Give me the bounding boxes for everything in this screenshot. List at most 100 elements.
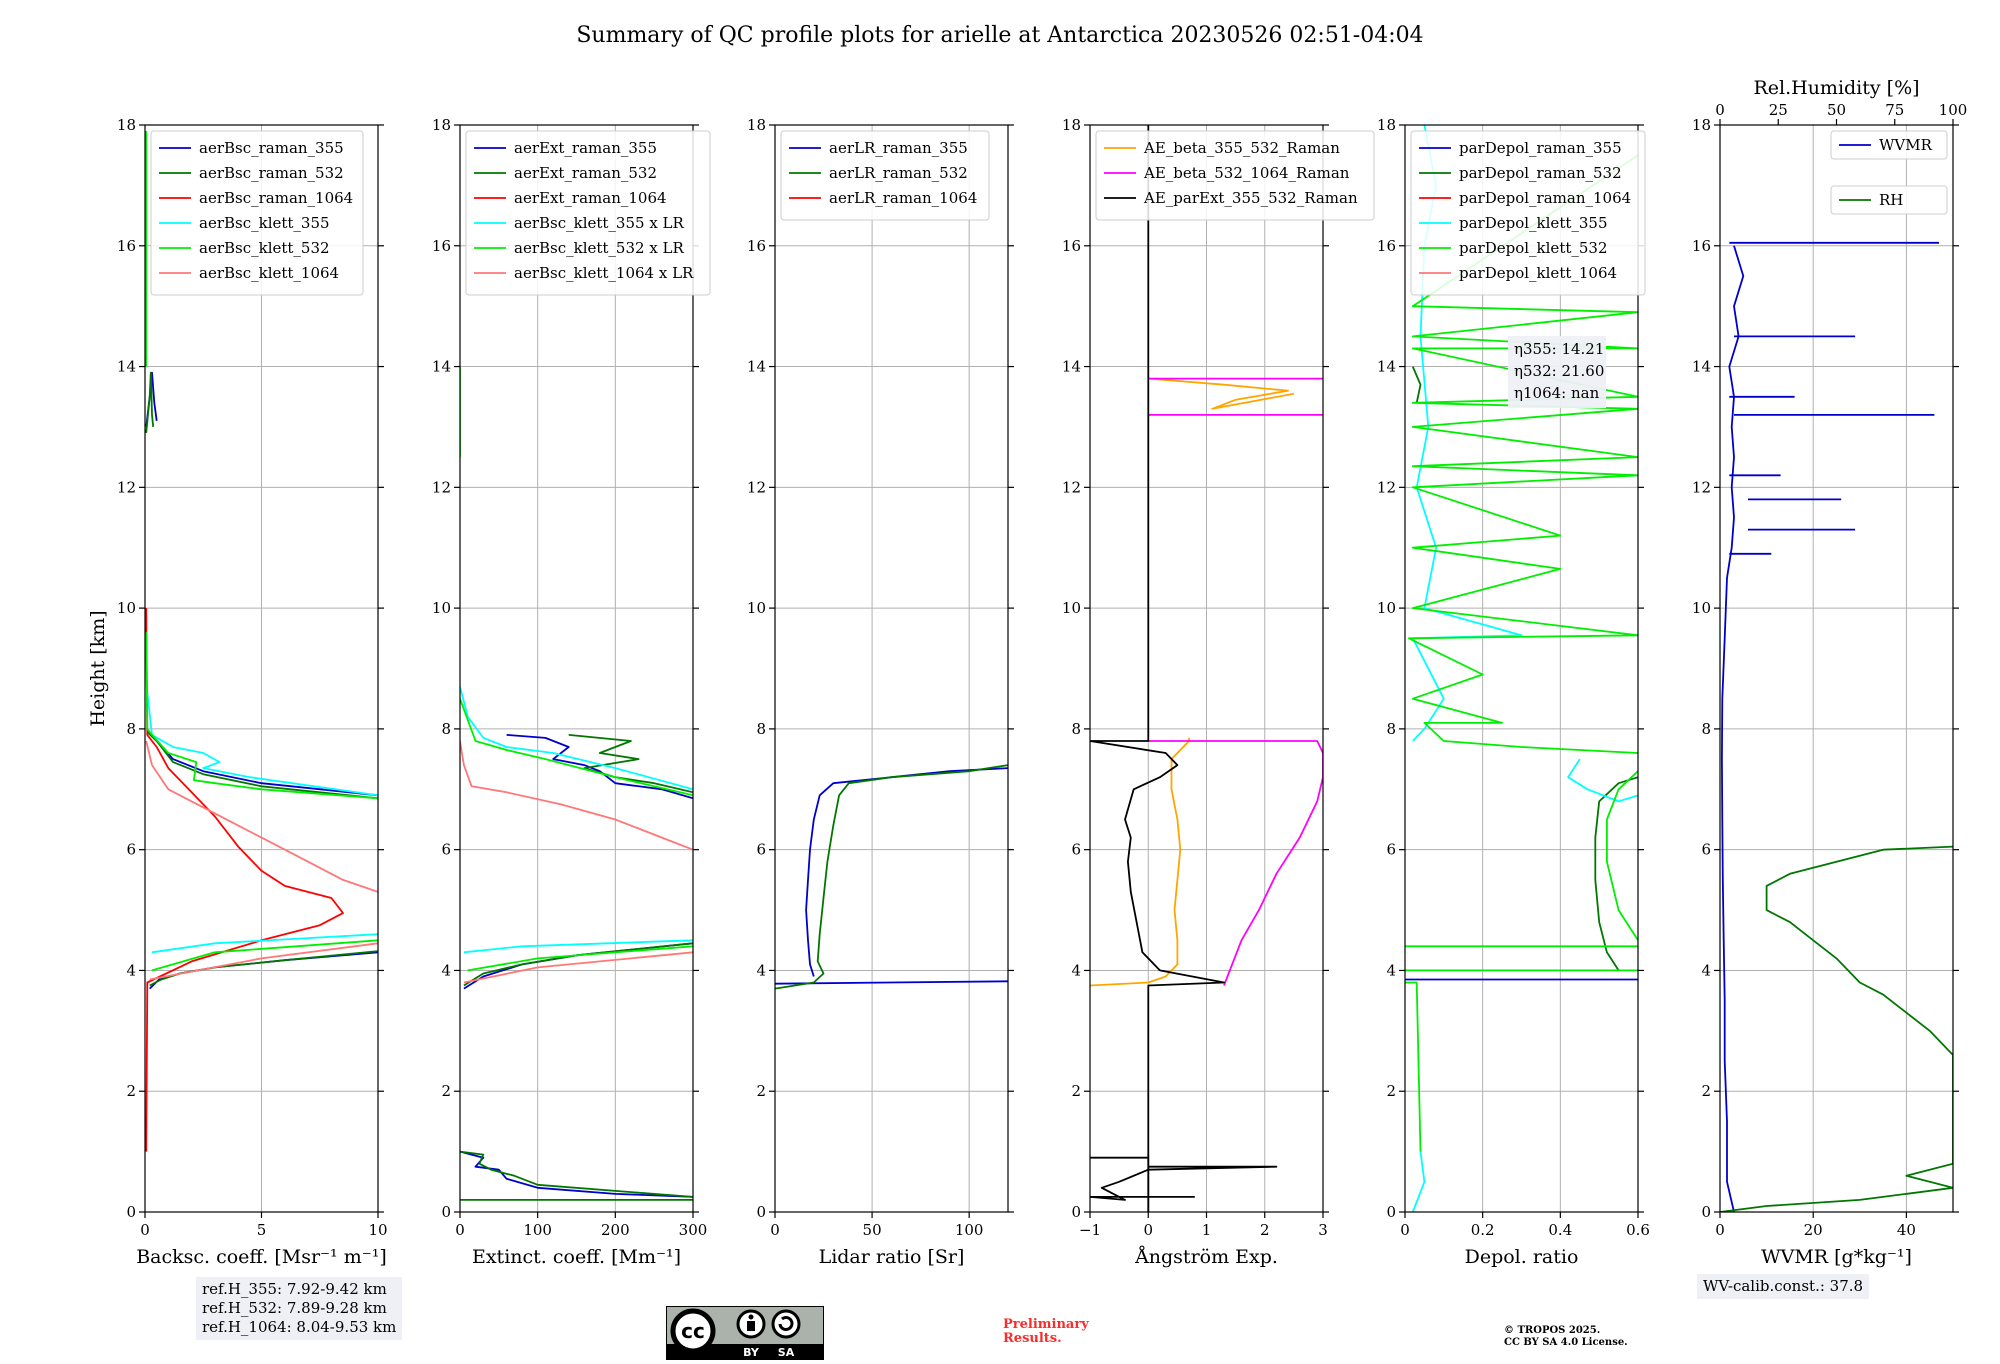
legend-label: aerLR_raman_355 [829, 139, 968, 157]
refh-355-text: ref.H_355: 7.92-9.42 km [202, 1280, 387, 1298]
y-axis-label: Height [km] [87, 610, 109, 726]
preliminary-note: Preliminary Results. [1003, 1318, 1089, 1346]
series-line-parDepol_klett_532 [1405, 154, 1638, 1152]
panel-3: 0 2 4 6 8 10 12 14 16 18 0 50 100 Lidar ratio [Sr] aer… [747, 116, 1014, 1268]
series-group [460, 366, 693, 1201]
series-line-aerBsc_klett_532 [145, 131, 378, 972]
legend-label: aerBsc_klett_1064 [199, 264, 339, 282]
y-tick-label: 14 [117, 358, 136, 376]
legend-label: parDepol_raman_1064 [1459, 189, 1631, 207]
x-tick-label: 20 [1804, 1221, 1823, 1239]
y-tick-label: 4 [126, 961, 136, 979]
y-tick-label: 2 [126, 1082, 136, 1100]
legend-label: parDepol_klett_355 [1459, 214, 1608, 232]
wv-calib-text: WV-calib.const.: 37.8 [1703, 1277, 1864, 1295]
series-line-aerBsc_klett_532 x LR [460, 366, 693, 972]
y-tick-label: 14 [432, 358, 451, 376]
legend-label: aerBsc_raman_532 [199, 164, 344, 182]
legend-label: aerBsc_raman_355 [199, 139, 344, 157]
legend-label: WVMR [1879, 136, 1933, 154]
x-axis-label: Lidar ratio [Sr] [819, 1246, 965, 1268]
panel-5: 0 2 4 6 8 10 12 14 16 18 0 0.2 0.4 0.6 Depol. ratio par… [1377, 116, 1650, 1268]
y-tick-label: 14 [1062, 358, 1081, 376]
y-tick-label: 18 [747, 116, 766, 134]
x2-tick-label: 25 [1769, 101, 1788, 119]
y-tick-label: 16 [432, 237, 451, 255]
x-axis-label: WVMR [g*kg⁻¹] [1761, 1246, 1912, 1268]
y-tick-label: 4 [756, 961, 766, 979]
series-group [1720, 241, 1953, 1212]
legend: AE_beta_355_532_Raman AE_beta_532_1064_Ra… [1095, 130, 1375, 221]
plot-frame [459, 124, 694, 1213]
series-line-aerBsc_raman_1064 [145, 608, 344, 1152]
x-tick-label: 0 [770, 1221, 780, 1239]
x-tick-label: 100 [523, 1221, 552, 1239]
cc-license-badge: cc BY SA [666, 1306, 824, 1360]
y-tick-label: 10 [747, 599, 766, 617]
y-tick-label: 4 [1701, 961, 1711, 979]
y-tick-label: 8 [1071, 720, 1081, 738]
series-line-aerBsc_klett_355 x LR [460, 686, 693, 954]
y-tick-label: 10 [1377, 599, 1396, 617]
legend-label: aerExt_raman_532 [514, 164, 657, 182]
x-tick-label: 3 [1318, 1221, 1328, 1239]
annotation-line: η355: 14.21 [1514, 340, 1604, 358]
y-tick-label: 6 [1701, 841, 1711, 859]
y-tick-label: 14 [747, 358, 766, 376]
y-tick-label: 0 [126, 1203, 136, 1221]
legend-label: aerLR_raman_532 [829, 164, 968, 182]
legend-box [1830, 185, 1948, 215]
annotation-background [1508, 336, 1606, 408]
legend-box [465, 130, 711, 296]
series-line-AE_beta_355_532_Raman [1090, 377, 1295, 987]
y-tick-label: 10 [117, 599, 136, 617]
y-tick-label: 18 [1692, 116, 1711, 134]
annotation-line: η532: 21.60 [1514, 362, 1604, 380]
x-axis-label: Depol. ratio [1465, 1246, 1579, 1268]
y-tick-label: 0 [1386, 1203, 1396, 1221]
y-tick-label: 2 [756, 1082, 766, 1100]
y-tick-label: 2 [441, 1082, 451, 1100]
legend-label: aerBsc_klett_355 x LR [514, 214, 685, 232]
series-line-AE_beta_532_1064_Raman [1147, 377, 1323, 1212]
figure-title: Summary of QC profile plots for arielle … [576, 23, 1423, 48]
x-tick-label: 300 [679, 1221, 708, 1239]
panel-1: 0 2 4 6 8 10 12 14 16 18 0 5 10 Backsc. coeff. [Msr⁻¹… [87, 116, 388, 1268]
x-tick-label: 0.4 [1548, 1221, 1572, 1239]
x-tick-label: 5 [257, 1221, 267, 1239]
y-tick-label: 4 [1071, 961, 1081, 979]
x-tick-label: 100 [955, 1221, 984, 1239]
legend-box [1830, 130, 1948, 160]
legend-box [1095, 130, 1375, 221]
sa-share-alike-icon [771, 1309, 801, 1339]
x-tick-label: 200 [601, 1221, 630, 1239]
y-tick-label: 12 [117, 478, 136, 496]
series-line-aerLR_raman_355 [775, 767, 1008, 985]
x-axis-label: Extinct. coeff. [Mm⁻¹] [472, 1246, 681, 1268]
series-line-AE_parExt_355_532_Raman [1090, 125, 1278, 1212]
y-tick-label: 6 [756, 841, 766, 859]
series-line-aerBsc_raman_532 [145, 371, 378, 987]
x2-axis-label: Rel.Humidity [%] [1753, 77, 1919, 99]
series-group [775, 764, 1008, 990]
legend-label: aerBsc_klett_1064 x LR [514, 264, 694, 282]
preliminary-line-1: Preliminary [1003, 1317, 1089, 1332]
y-tick-label: 10 [1692, 599, 1711, 617]
y-tick-label: 16 [1377, 237, 1396, 255]
y-tick-label: 0 [756, 1203, 766, 1221]
legend-label: aerExt_raman_1064 [514, 189, 667, 207]
legend-box [1410, 130, 1646, 296]
y-tick-label: 6 [1386, 841, 1396, 859]
x-tick-label: 40 [1897, 1221, 1916, 1239]
x-tick-label: 50 [863, 1221, 882, 1239]
legend-label: parDepol_raman_355 [1459, 139, 1622, 157]
x-tick-label: 1 [1202, 1221, 1212, 1239]
y-tick-label: 2 [1701, 1082, 1711, 1100]
y-tick-label: 8 [756, 720, 766, 738]
y-tick-label: 6 [1071, 841, 1081, 859]
legend-box [150, 130, 364, 296]
y-tick-label: 6 [441, 841, 451, 859]
y-tick-label: 12 [1377, 478, 1396, 496]
